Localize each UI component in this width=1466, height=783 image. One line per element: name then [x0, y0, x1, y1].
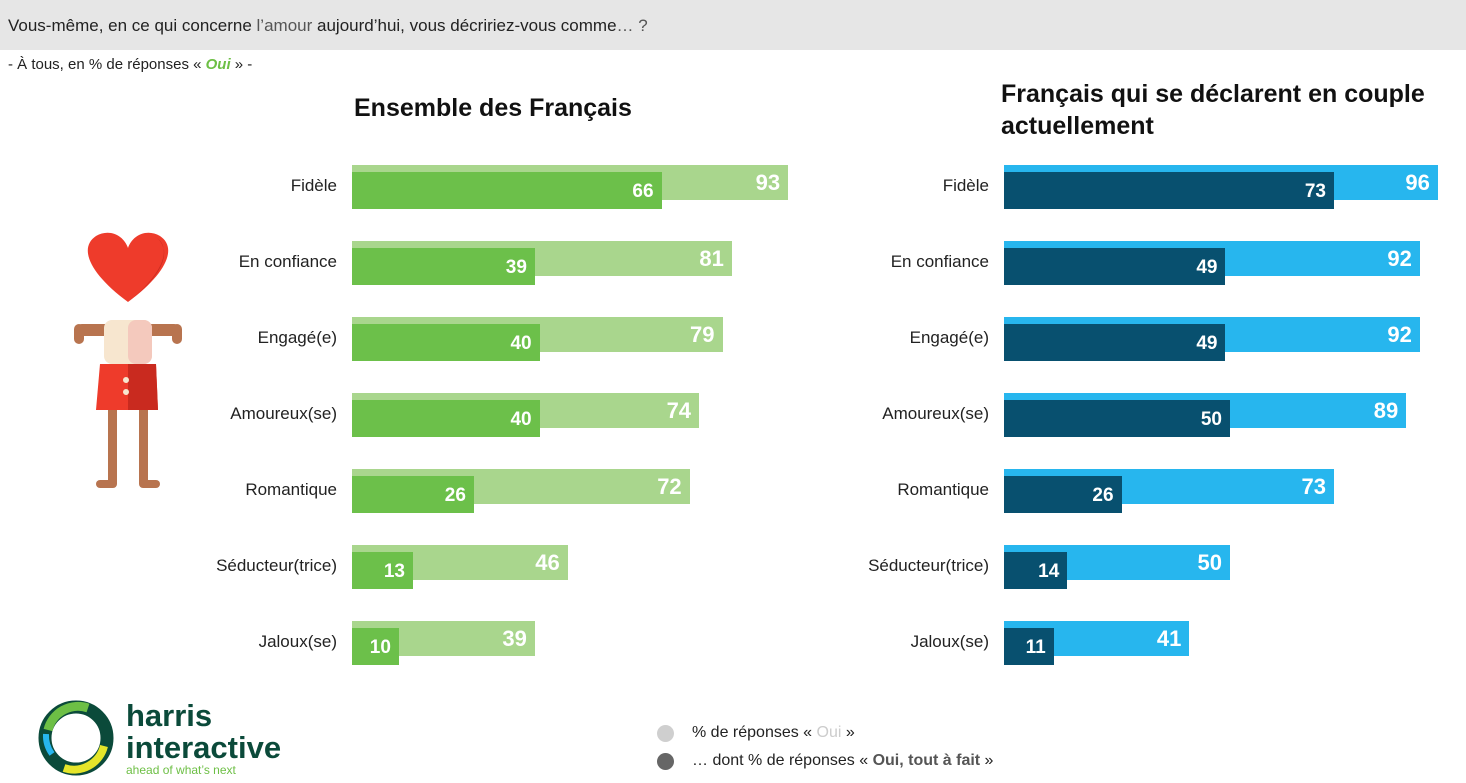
right-value-oui: 41: [1156, 626, 1182, 651]
right-value-oui: 89: [1373, 398, 1399, 423]
left-category-label: En confiance: [238, 252, 337, 271]
right-value-oui: 50: [1197, 550, 1222, 575]
left-category-label: Fidèle: [290, 176, 337, 195]
harris-ring-logo-icon: [38, 700, 114, 776]
base-subtitle: - À tous, en % de réponses « Oui » -: [8, 56, 253, 73]
person-with-heart-icon: [74, 232, 182, 488]
right-value-tout-a-fait: 73: [1304, 181, 1326, 202]
left-value-tout-a-fait: 10: [369, 637, 391, 658]
left-bar-tout-a-fait: [352, 628, 399, 665]
right-value-oui: 92: [1387, 246, 1412, 271]
left-value-tout-a-fait: 39: [505, 257, 527, 278]
left-category-label: Amoureux(se): [230, 404, 337, 423]
logo-tagline: ahead of what’s next: [126, 763, 236, 777]
left-value-tout-a-fait: 26: [444, 485, 466, 506]
left-bar-tout-a-fait: [352, 248, 535, 285]
right-value-tout-a-fait: 14: [1038, 561, 1060, 582]
right-bar-tout-a-fait: [1004, 552, 1068, 589]
left-value-tout-a-fait: 66: [632, 181, 654, 202]
left-bar-tout-a-fait: [352, 476, 474, 513]
left-bar-tout-a-fait: [352, 552, 413, 589]
logo-name-harris: harris: [126, 698, 213, 733]
right-bar-tout-a-fait: [1004, 400, 1230, 437]
left-value-oui: 79: [690, 322, 715, 347]
right-bar-tout-a-fait: [1004, 476, 1122, 513]
right-value-tout-a-fait: 26: [1092, 485, 1114, 506]
right-category-label: Fidèle: [942, 176, 989, 195]
legend-swatch-dark: [657, 753, 674, 770]
right-category-label: Amoureux(se): [882, 404, 989, 423]
left-value-oui: 93: [755, 170, 781, 195]
left-value-oui: 74: [666, 398, 692, 423]
left-category-label: Engagé(e): [257, 328, 337, 347]
right-value-oui: 92: [1387, 322, 1412, 347]
left-value-oui: 72: [657, 474, 682, 499]
left-category-label: Jaloux(se): [258, 632, 337, 651]
left-value-oui: 39: [502, 626, 527, 651]
left-category-label: Séducteur(trice): [216, 556, 337, 575]
left-bar-tout-a-fait: [352, 172, 662, 209]
right-category-label: Engagé(e): [909, 328, 989, 347]
right-category-label: En confiance: [890, 252, 989, 271]
panel-title-left: Ensemble des Français: [354, 94, 632, 122]
left-bar-tout-a-fait: [352, 400, 540, 437]
left-value-oui: 81: [699, 246, 724, 271]
left-value-tout-a-fait: 40: [510, 333, 532, 354]
right-value-tout-a-fait: 11: [1025, 637, 1046, 658]
panel-title-right: Français qui se déclarent en couple actu…: [1001, 80, 1425, 140]
left-category-label: Romantique: [245, 480, 337, 499]
right-bar-tout-a-fait: [1004, 172, 1334, 209]
right-value-tout-a-fait: 50: [1200, 409, 1222, 430]
right-value-oui: 73: [1301, 474, 1326, 499]
right-category-label: Jaloux(se): [910, 632, 989, 651]
legend-swatch-light: [657, 725, 674, 742]
logo-name-interactive: interactive: [126, 730, 282, 765]
right-value-tout-a-fait: 49: [1196, 333, 1218, 354]
question-bar: [0, 0, 1466, 50]
right-value-oui: 96: [1405, 170, 1430, 195]
right-bar-tout-a-fait: [1004, 628, 1054, 665]
right-value-tout-a-fait: 49: [1196, 257, 1218, 278]
right-category-label: Séducteur(trice): [868, 556, 989, 575]
left-value-tout-a-fait: 40: [510, 409, 532, 430]
right-bar-tout-a-fait: [1004, 248, 1226, 285]
question-text: Vous-même, en ce qui concerne l’amour au…: [8, 16, 648, 35]
left-value-oui: 46: [535, 550, 560, 575]
right-category-label: Romantique: [897, 480, 989, 499]
left-value-tout-a-fait: 13: [383, 561, 405, 582]
right-bar-tout-a-fait: [1004, 324, 1226, 361]
left-bar-tout-a-fait: [352, 324, 540, 361]
